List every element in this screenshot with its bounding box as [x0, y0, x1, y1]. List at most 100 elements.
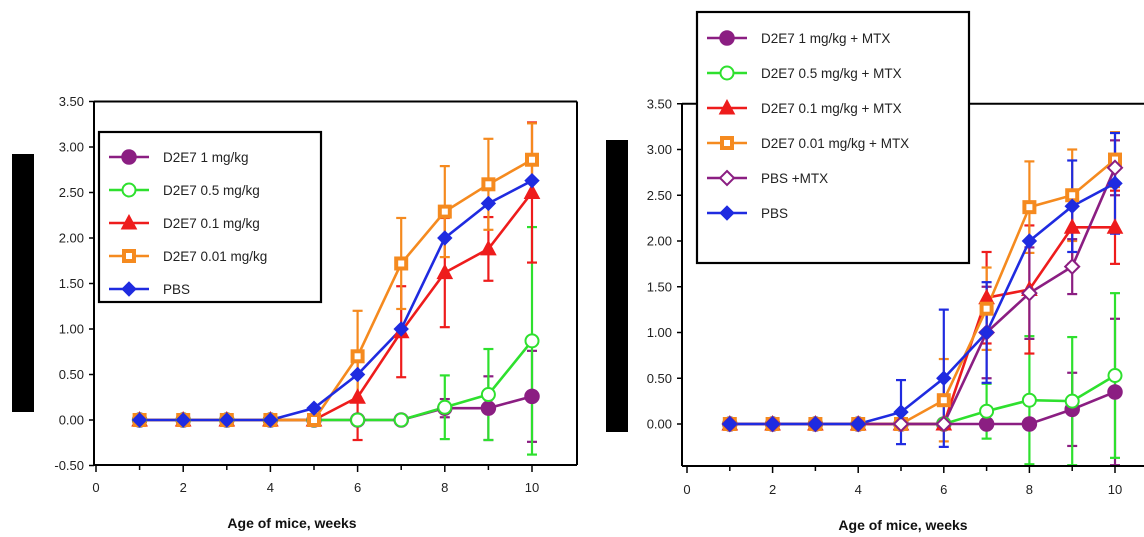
- data-point: [1064, 393, 1080, 409]
- x-tick-label: 2: [769, 482, 776, 497]
- y-tick-label: 2.00: [59, 231, 84, 246]
- legend-marker: [120, 213, 138, 230]
- y-tick-label: 1.50: [59, 276, 84, 291]
- y-tick-label: 3.00: [647, 142, 672, 157]
- legend-marker: [719, 205, 735, 221]
- y-tick-label: 2.50: [59, 185, 84, 200]
- data-point: [893, 404, 909, 420]
- series-line: [729, 182, 1116, 426]
- data-point: [349, 388, 366, 404]
- data-point: [393, 321, 409, 337]
- y-tick-label: -0.50: [54, 458, 84, 473]
- x-tick-label: 6: [940, 482, 947, 497]
- legend-entry-label: PBS: [163, 282, 190, 297]
- data-point: [524, 172, 540, 189]
- legend-entry-label: D2E7 0.5 mg/kg: [163, 183, 260, 198]
- y-tick-label: 2.00: [647, 234, 672, 249]
- data-point: [480, 195, 497, 212]
- legend-entry-label: D2E7 1 mg/kg: [163, 150, 249, 165]
- data-point: [764, 416, 781, 432]
- data-point: [1063, 258, 1081, 276]
- data-point: [722, 416, 738, 432]
- y-tick-label: 3.50: [59, 94, 84, 109]
- x-tick-label: 0: [683, 482, 690, 497]
- series-line: [139, 179, 533, 422]
- legend-marker: [719, 65, 735, 81]
- data-point: [349, 366, 366, 383]
- legend-entry-label: D2E7 0.01 mg/kg: [163, 249, 267, 264]
- y-tick-label: 3.00: [59, 140, 84, 155]
- x-tick-label: 4: [267, 480, 274, 495]
- legend-marker: [121, 281, 137, 297]
- data-point: [1107, 384, 1123, 400]
- left-chart: -0.50 0.00 0.50 1.00 1.50 2.00 2.50 3.00 3.50 0 2 4…: [54, 94, 578, 531]
- data-point: [1106, 159, 1124, 177]
- legend-marker: [718, 169, 736, 187]
- legend-box: [695, 10, 971, 265]
- legend-marker: [718, 98, 736, 115]
- x-tick-label: 2: [180, 480, 187, 495]
- data-point: [1021, 392, 1037, 408]
- x-tick-label: 10: [525, 480, 539, 495]
- series-line: [729, 374, 1116, 426]
- legend-entry-label: D2E7 1 mg/kg + MTX: [761, 31, 890, 46]
- data-point: [935, 415, 953, 433]
- data-point: [1020, 284, 1038, 302]
- legend-entry-label: D2E7 0.01 mg/kg + MTX: [761, 136, 909, 151]
- x-tick-label: 8: [1026, 482, 1033, 497]
- y-tick-label: 2.50: [647, 188, 672, 203]
- left-legend: D2E7 1 mg/kg D2E7 0.5 mg/kg D2E7 0.1 mg/kg…: [97, 130, 323, 304]
- legend-marker: [121, 149, 137, 165]
- data-point: [350, 412, 366, 428]
- data-point: [1107, 175, 1123, 192]
- data-point: [892, 415, 910, 433]
- data-point: [437, 230, 453, 246]
- data-point: [979, 403, 995, 419]
- x-tick-label: 10: [1108, 482, 1122, 497]
- y-tick-label: 0.00: [647, 417, 672, 432]
- data-point: [480, 400, 497, 416]
- y-tick-label: 1.00: [647, 325, 672, 340]
- x-tick-label: 6: [354, 480, 361, 495]
- legend-entry-label: PBS: [761, 206, 788, 221]
- data-point: [436, 263, 454, 280]
- left-x-axis-label: Age of mice, weeks: [227, 515, 356, 531]
- x-tick-label: 4: [855, 482, 862, 497]
- data-point: [524, 333, 540, 349]
- data-point: [978, 416, 995, 432]
- legend-entry-label: D2E7 0.1 mg/kg + MTX: [761, 101, 902, 116]
- data-point: [131, 412, 148, 428]
- data-point: [1063, 218, 1081, 234]
- x-tick-label: 0: [92, 480, 99, 495]
- y-tick-label: 0.50: [59, 367, 84, 382]
- data-point: [524, 388, 540, 405]
- data-point: [1064, 198, 1080, 214]
- data-point: [978, 324, 995, 341]
- y-tick-label: 3.50: [647, 96, 672, 111]
- data-point: [480, 239, 497, 256]
- right-legend: D2E7 1 mg/kg + MTX D2E7 0.5 mg/kg + MTX D2…: [695, 10, 971, 265]
- data-point: [219, 412, 235, 428]
- data-point: [1021, 416, 1038, 432]
- data-point: [1107, 368, 1123, 384]
- data-point: [306, 400, 322, 416]
- left-redaction-bar: [12, 154, 34, 412]
- right-redaction-bar: [606, 140, 628, 432]
- y-tick-label: 0.50: [647, 371, 672, 386]
- right-chart: 0.000.501.001.502.002.503.003.500 2 4 6 8 10 …: [647, 10, 1144, 533]
- y-tick-label: 0.00: [59, 413, 84, 428]
- legend-box: [97, 130, 323, 304]
- data-point: [850, 416, 866, 432]
- legend-entry-label: PBS +MTX: [761, 171, 828, 186]
- data-point: [1106, 218, 1124, 234]
- data-point: [1021, 233, 1038, 249]
- data-point: [437, 399, 453, 415]
- data-point: [807, 416, 824, 432]
- legend-entry-label: D2E7 0.1 mg/kg: [163, 216, 260, 231]
- y-tick-label: 1.50: [647, 279, 672, 294]
- legend-marker: [121, 182, 137, 198]
- data-point: [523, 183, 541, 199]
- data-point: [175, 412, 191, 428]
- data-point: [936, 370, 952, 386]
